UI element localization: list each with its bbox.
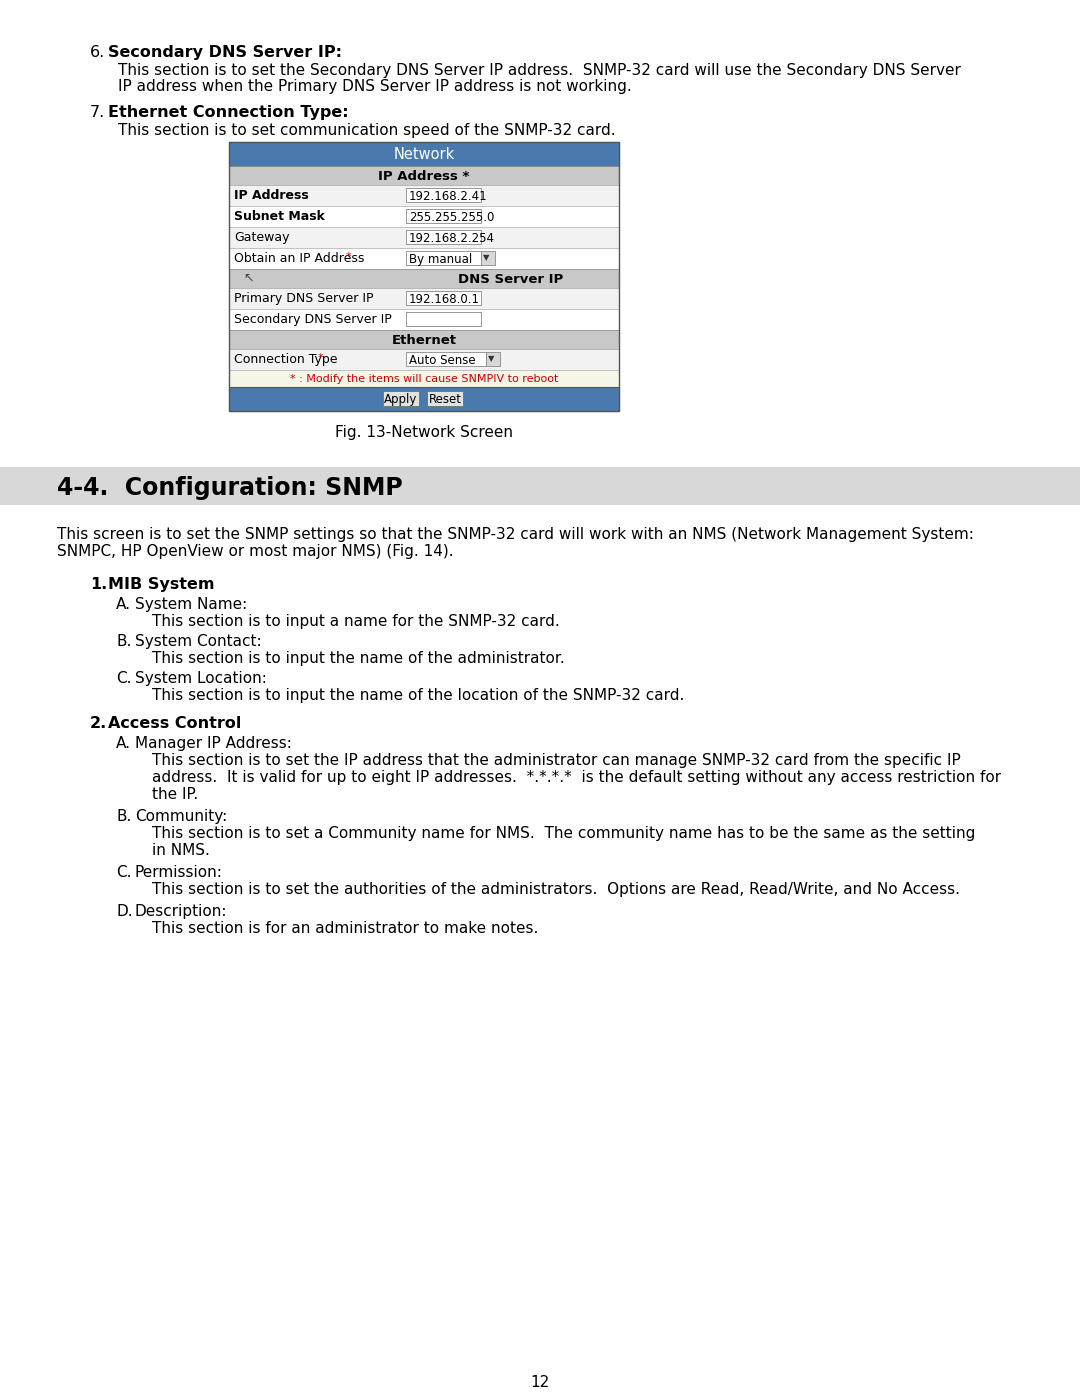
Text: A.: A. [116,736,131,752]
Bar [229,288,619,309]
Text: 6.: 6. [90,45,105,60]
Bar [229,387,619,411]
Text: Gateway: Gateway [234,231,289,244]
Text: Access Control: Access Control [108,717,241,731]
Text: the IP.: the IP. [152,787,199,802]
Text: 192.168.2.41: 192.168.2.41 [409,190,488,203]
Text: 255.255.255.0: 255.255.255.0 [409,211,495,224]
Bar [229,370,619,387]
Text: Secondary DNS Server IP:: Secondary DNS Server IP: [108,45,342,60]
Text: Permission:: Permission: [135,865,222,880]
Text: Manager IP Address:: Manager IP Address: [135,736,292,752]
Text: This section is to set the Secondary DNS Server IP address.  SNMP-32 card will u: This section is to set the Secondary DNS… [118,63,961,78]
Text: 12: 12 [530,1375,550,1390]
Text: IP address when the Primary DNS Server IP address is not working.: IP address when the Primary DNS Server I… [118,80,632,94]
Bar [229,330,619,349]
Text: This section is to set the IP address that the administrator can manage SNMP-32 : This section is to set the IP address th… [152,753,961,768]
Bar [229,142,619,166]
Text: C.: C. [116,671,132,686]
Text: Subnet Mask: Subnet Mask [234,210,325,224]
Text: Network: Network [393,147,455,162]
Text: B.: B. [116,634,132,650]
Text: This section is to set communication speed of the SNMP-32 card.: This section is to set communication spe… [118,123,616,138]
Bar [229,309,619,330]
Text: IP Address *: IP Address * [378,170,470,183]
Bar [427,391,463,407]
Text: System Contact:: System Contact: [135,634,261,650]
Bar [406,352,486,366]
Text: This section is to input the name of the location of the SNMP-32 card.: This section is to input the name of the… [152,687,685,703]
Text: *: * [346,251,352,263]
Bar [406,312,481,326]
Bar [229,249,619,270]
Text: Ethernet Connection Type:: Ethernet Connection Type: [108,105,349,120]
Text: Apply: Apply [384,393,418,407]
Text: A.: A. [116,597,131,612]
Text: Secondary DNS Server IP: Secondary DNS Server IP [234,313,392,326]
Text: This section is to input a name for the SNMP-32 card.: This section is to input a name for the … [152,615,559,629]
Text: By manual: By manual [409,253,472,265]
Text: This section is to set the authorities of the administrators.  Options are Read,: This section is to set the authorities o… [152,882,960,897]
Text: DNS Server IP: DNS Server IP [458,272,563,286]
Bar [229,142,619,411]
Bar [229,205,619,226]
Text: Obtain an IP Address: Obtain an IP Address [234,251,364,265]
Text: ▼: ▼ [488,353,495,363]
Text: SNMPC, HP OpenView or most major NMS) (Fig. 14).: SNMPC, HP OpenView or most major NMS) (F… [57,543,454,559]
Text: ▼: ▼ [483,253,489,263]
Text: * : Modify the items will cause SNMPIV to reboot: * : Modify the items will cause SNMPIV t… [289,374,558,384]
Text: Connection Type: Connection Type [234,353,337,366]
Text: Description:: Description: [135,904,228,919]
Text: Reset: Reset [429,393,461,407]
Bar [229,349,619,370]
Text: C.: C. [116,865,132,880]
Text: This screen is to set the SNMP settings so that the SNMP-32 card will work with : This screen is to set the SNMP settings … [57,527,974,542]
Text: 1.: 1. [90,577,107,592]
Text: 7.: 7. [90,105,105,120]
Text: in NMS.: in NMS. [152,842,210,858]
Text: System Name:: System Name: [135,597,247,612]
Text: System Location:: System Location: [135,671,267,686]
Text: Community:: Community: [135,809,227,824]
Text: *: * [318,353,324,363]
Bar [481,251,495,265]
Text: MIB System: MIB System [108,577,215,592]
Text: This section is for an administrator to make notes.: This section is for an administrator to … [152,921,538,936]
Text: IP Address: IP Address [234,189,309,203]
Text: This section is to input the name of the administrator.: This section is to input the name of the… [152,651,565,666]
Bar [406,251,481,265]
Text: 192.168.2.254: 192.168.2.254 [409,232,495,244]
Bar [229,166,619,184]
Text: address.  It is valid for up to eight IP addresses.  *.*.*.*  is the default set: address. It is valid for up to eight IP … [152,770,1001,785]
Bar [383,391,419,407]
Text: 2.: 2. [90,717,107,731]
Bar [229,184,619,205]
Bar [486,352,500,366]
Bar [406,189,481,203]
Text: Auto Sense: Auto Sense [409,353,475,367]
Bar [406,210,481,224]
Text: Fig. 13-Network Screen: Fig. 13-Network Screen [335,425,513,440]
Text: Ethernet: Ethernet [391,334,457,346]
Text: 192.168.0.1: 192.168.0.1 [409,293,480,306]
Text: D.: D. [116,904,133,919]
Bar [229,226,619,249]
Text: ↖: ↖ [243,272,254,285]
Bar [406,291,481,305]
Text: 4-4.  Configuration: SNMP: 4-4. Configuration: SNMP [57,476,403,500]
Text: B.: B. [116,809,132,824]
Bar [406,231,481,244]
Bar [229,270,619,288]
Text: This section is to set a Community name for NMS.  The community name has to be t: This section is to set a Community name … [152,826,975,841]
Bar [0,467,1080,504]
Text: Primary DNS Server IP: Primary DNS Server IP [234,292,374,305]
